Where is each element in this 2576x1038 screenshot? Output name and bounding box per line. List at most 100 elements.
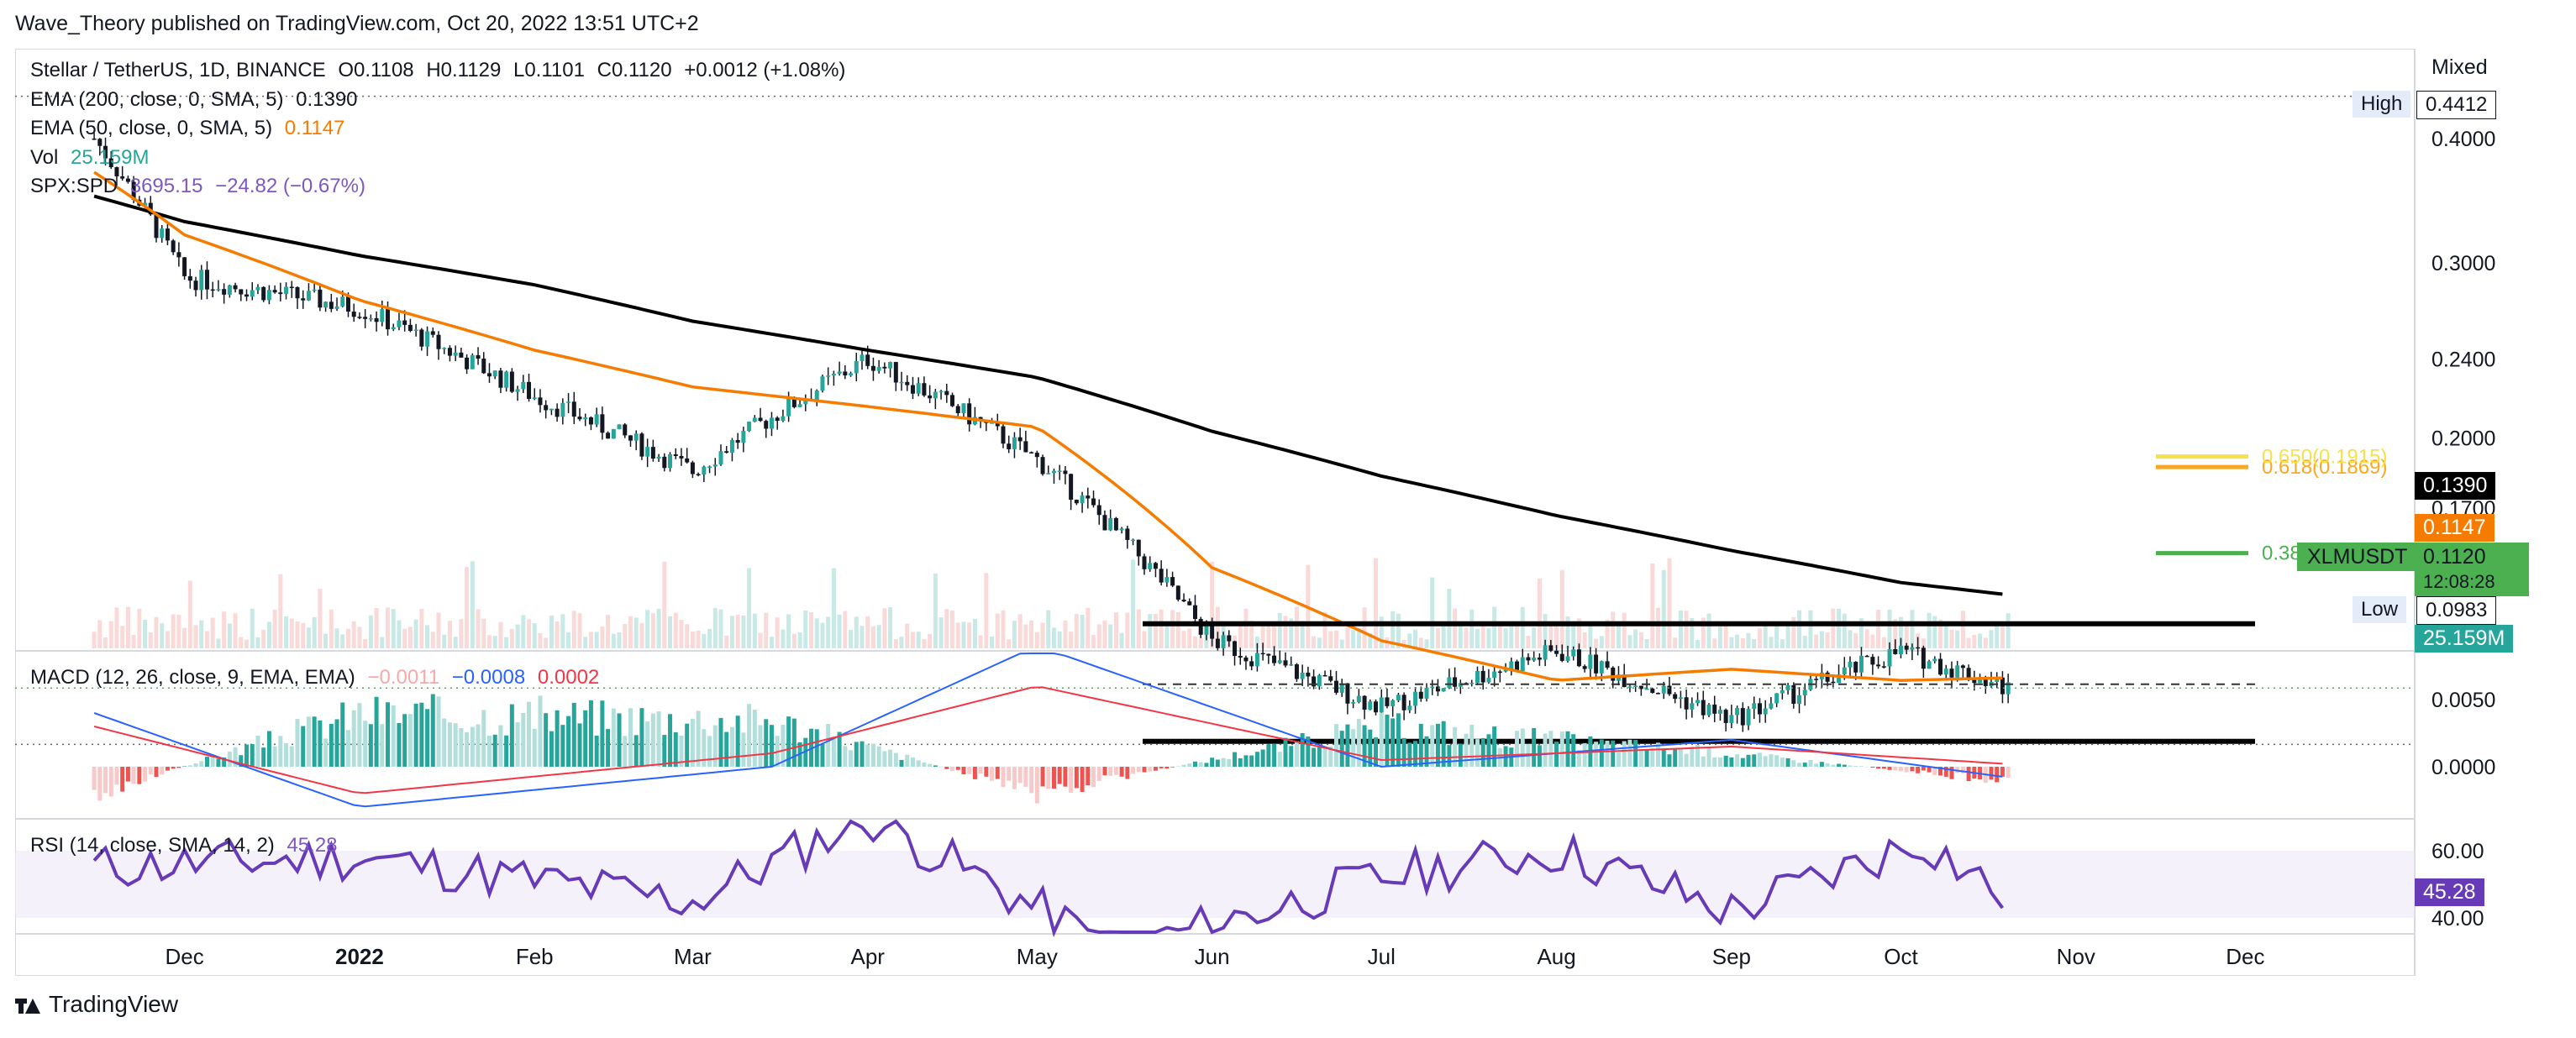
macd-bar [1780,758,1785,767]
volume-bar [1802,636,1807,648]
volume-bar [278,574,283,648]
volume-bar [1932,616,1937,648]
rsi-legend[interactable]: RSI (14, close, SMA, 14, 2) 45.28 [30,834,344,857]
macd-bar [453,723,458,767]
volume-bar [351,621,356,648]
macd-bar [1853,766,1858,767]
spx-legend[interactable]: SPX:SPD 3695.15 −24.82 (−0.67%) [30,175,372,198]
volume-bar [899,637,904,648]
candle-body [1175,585,1180,600]
candle-body [1312,676,1317,687]
scale-mode[interactable]: Mixed [2431,55,2488,79]
ema50-legend[interactable]: EMA (50, close, 0, SMA, 5) 0.1147 [30,117,351,140]
volume-bar [718,609,723,648]
candle-body [1486,678,1491,683]
last-price-value: 0.1120 [2423,545,2486,569]
volume-bar [1559,569,1564,648]
candle-body [1029,452,1034,453]
macd-bar [1238,758,1243,767]
candle-body [442,348,447,349]
candle-body [645,447,650,457]
volume-bar [233,613,238,648]
macd-bar [583,710,588,767]
macd-bar [1916,767,1921,773]
ohlc-close: C0.1120 [597,59,672,81]
volume-bar [549,616,554,648]
volume-bar [1074,614,1079,648]
volume-bar [92,632,97,648]
volume-bar [1503,628,1508,648]
macd-bar [1938,767,1943,776]
macd-bar [843,746,848,767]
volume-bar [1040,622,1045,648]
volume-bar [594,632,599,648]
volume-bar [397,620,402,648]
macd-bar [594,735,599,767]
macd-bar [1701,756,1706,767]
candle-body [1509,661,1514,670]
macd-bar [1046,767,1051,789]
candle-body [481,359,486,374]
volume-bar [1605,619,1610,648]
macd-bar [544,713,549,767]
candle-body [1096,505,1101,516]
volume-bar [1447,589,1452,648]
candle-body [1864,655,1869,658]
macd-bar [1142,767,1147,773]
candle-body [1791,684,1796,704]
macd-bar [171,767,176,769]
candle-body [1627,686,1632,688]
volume-bar [650,613,655,648]
macd-bar [1769,754,1774,767]
macd-bar [820,743,825,767]
candle-body [876,366,881,371]
volume-bar [679,620,684,648]
fib-levels[interactable] [2156,454,2248,556]
volume-bar [1594,638,1599,648]
volume-bar [690,631,695,648]
volume-bar [1254,636,1259,648]
volume-legend[interactable]: Vol 25.159M [30,146,155,170]
candle-body [685,458,690,463]
volume-bar [244,639,250,648]
time-label: Apr [850,944,885,969]
macd-bar [1735,754,1740,767]
candle-body [165,228,170,241]
macd-bar [261,747,266,767]
macd-bar [250,744,255,767]
volume-bar [961,621,966,648]
time-axis-labels[interactable]: Dec 2022 Feb Mar Apr May Jun Jul Aug Sep Oct Nov Dec [165,944,2264,969]
volume-bar [532,623,537,648]
macd-bar [747,704,752,767]
tradingview-brand[interactable]: TradingView [15,991,178,1018]
volume-bar [1272,624,1277,648]
volume-bar [1858,618,1864,648]
ema200-legend[interactable]: EMA (200, close, 0, SMA, 5) 0.1390 [30,88,365,112]
volume-bar [566,632,571,648]
volume-bar [261,629,266,648]
macd-bar [323,738,329,767]
macd-legend[interactable]: MACD (12, 26, close, 9, EMA, EMA) −0.001… [30,666,606,689]
volume-bar [1023,624,1028,648]
ticker-tag: XLMUSDT [2297,543,2418,571]
macd-bar [2000,767,2005,777]
macd-bar [1605,741,1610,767]
candle-body [1848,662,1853,668]
candle-body [1995,677,2000,683]
volume-bar [1842,613,1847,648]
macd-bar [571,702,576,767]
macd-bar [944,767,949,769]
volume-bar [436,612,441,648]
volume-bar [1848,630,1853,648]
candle-body [791,397,796,407]
macd-bar [955,767,960,770]
volume-bar [1780,639,1785,648]
volume-bar [1260,623,1265,648]
volume-bar [108,621,113,648]
macd-bar [1532,727,1537,767]
symbol-legend[interactable]: Stellar / TetherUS, 1D, BINANCE O0.1108 … [30,59,852,82]
candle-body [1153,563,1158,569]
candle-body [1407,705,1412,710]
